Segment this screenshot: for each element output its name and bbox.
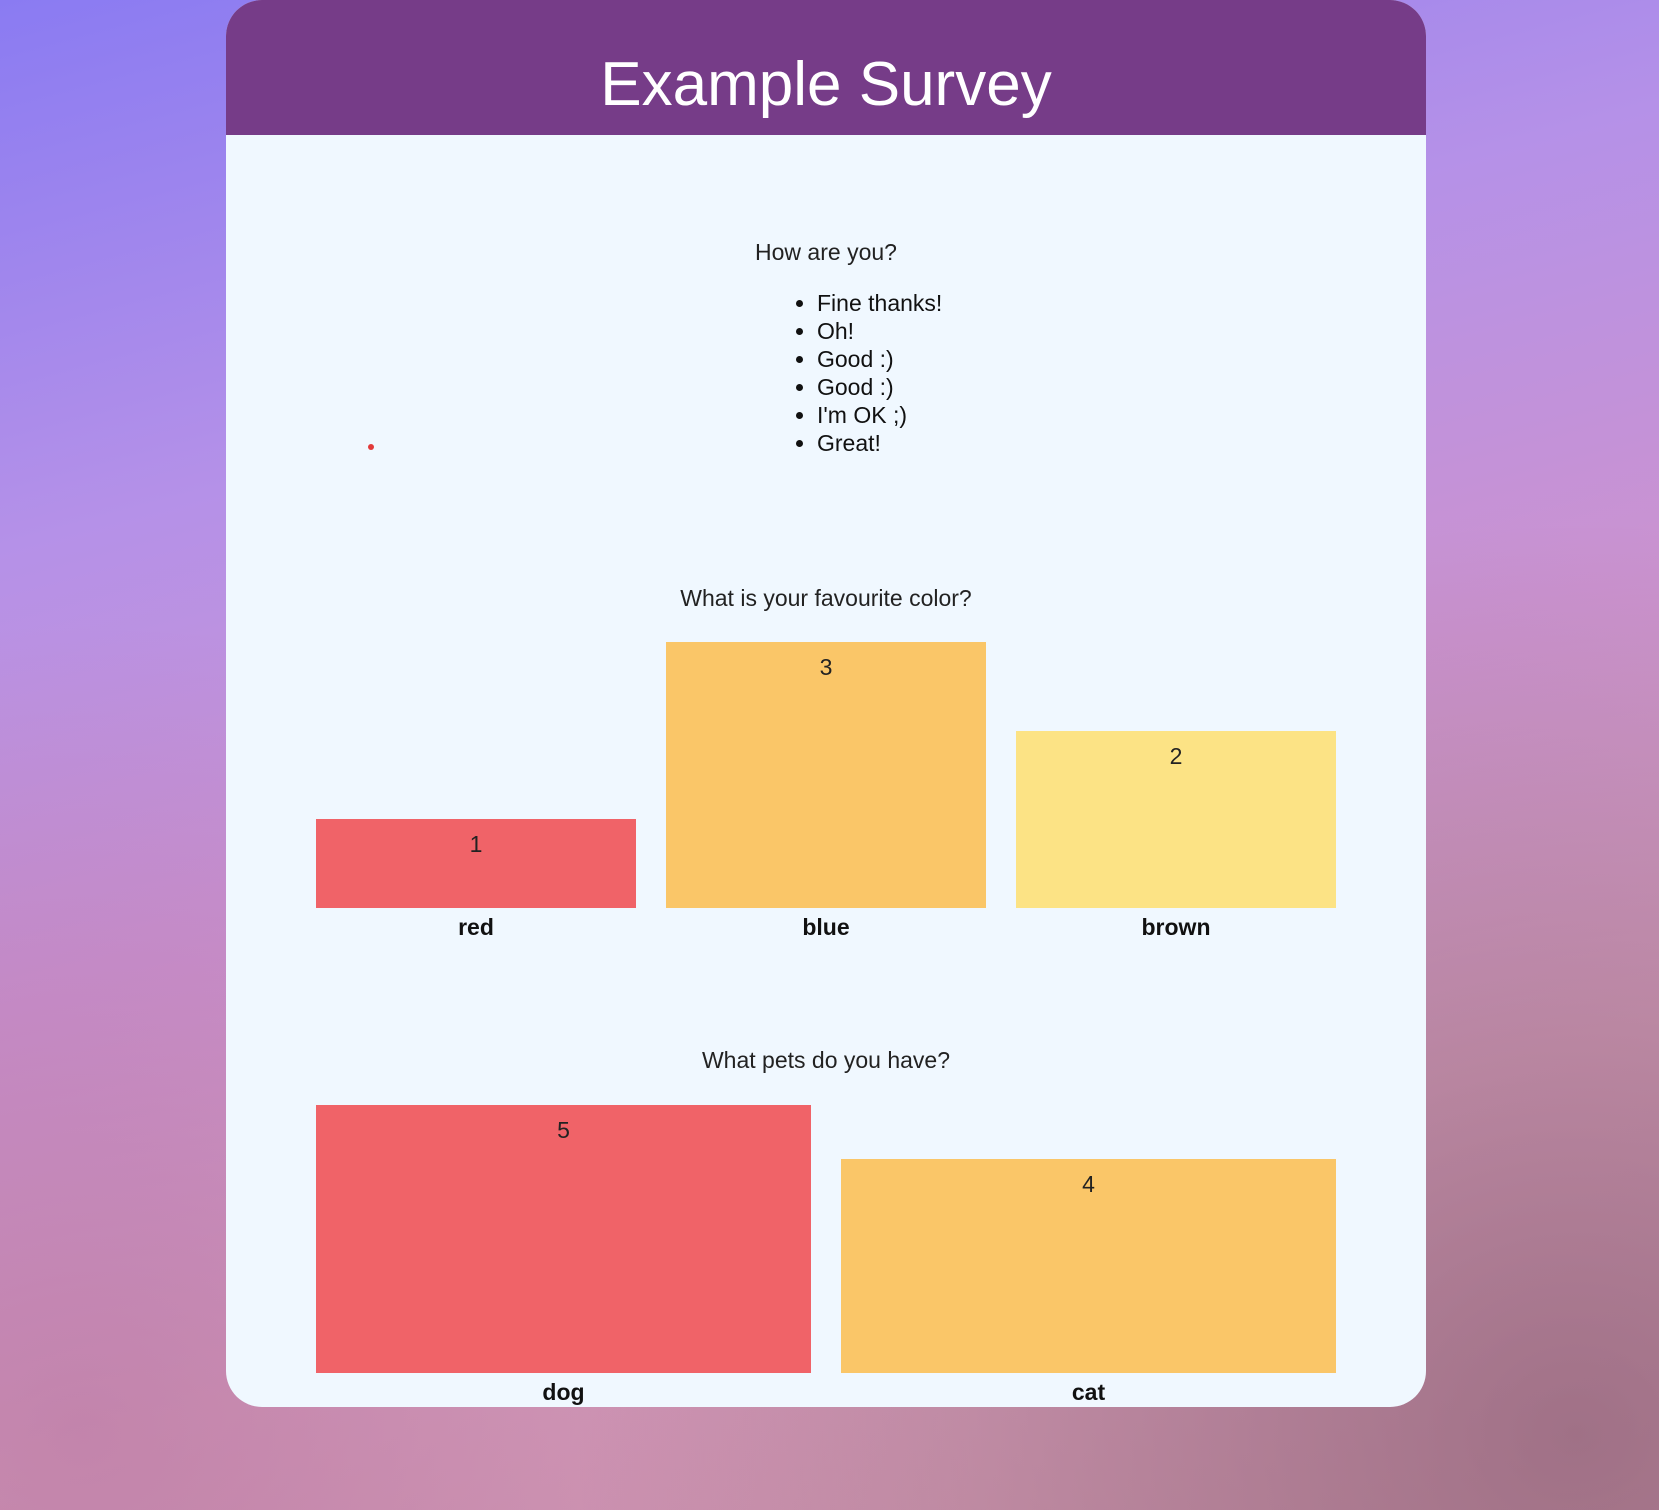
list-item: Good :) <box>817 373 942 401</box>
question-pets: What pets do you have? <box>701 1047 951 1073</box>
bar-value-red: 1 <box>469 831 483 857</box>
survey-card: Example Survey How are you? Fine thanks!… <box>226 0 1426 1407</box>
bar-cat: 4 <box>841 1159 1336 1373</box>
question-favourite-color: What is your favourite color? <box>680 585 972 611</box>
pets-chart: 5 dog 4 cat <box>316 1105 1336 1407</box>
list-item: Oh! <box>817 317 942 345</box>
bar-brown: 2 <box>1016 731 1336 908</box>
bar-label-blue: blue <box>802 914 850 940</box>
survey-header: Example Survey <box>226 0 1426 135</box>
bar-blue: 3 <box>666 642 986 908</box>
bar-value-dog: 5 <box>557 1117 570 1143</box>
red-dot-marker <box>368 444 374 450</box>
list-item: Good :) <box>817 345 942 373</box>
bar-value-brown: 2 <box>1169 743 1183 769</box>
list-item: Great! <box>817 429 942 457</box>
bar-red: 1 <box>316 819 636 908</box>
bar-label-brown: brown <box>1141 914 1211 940</box>
bar-label-red: red <box>458 914 494 940</box>
bar-label-cat: cat <box>1071 1379 1106 1405</box>
bar-dog: 5 <box>316 1105 811 1373</box>
question-how-are-you: How are you? <box>755 239 897 265</box>
bar-value-cat: 4 <box>1082 1171 1095 1197</box>
favourite-color-chart: 1 red 3 blue 2 brown <box>316 642 1336 942</box>
survey-title: Example Survey <box>600 50 1052 119</box>
bar-label-dog: dog <box>542 1379 585 1405</box>
answer-list: Fine thanks! Oh! Good :) Good :) I'm OK … <box>791 289 942 457</box>
list-item: I'm OK ;) <box>817 401 942 429</box>
list-item: Fine thanks! <box>817 289 942 317</box>
bar-value-blue: 3 <box>819 654 833 680</box>
